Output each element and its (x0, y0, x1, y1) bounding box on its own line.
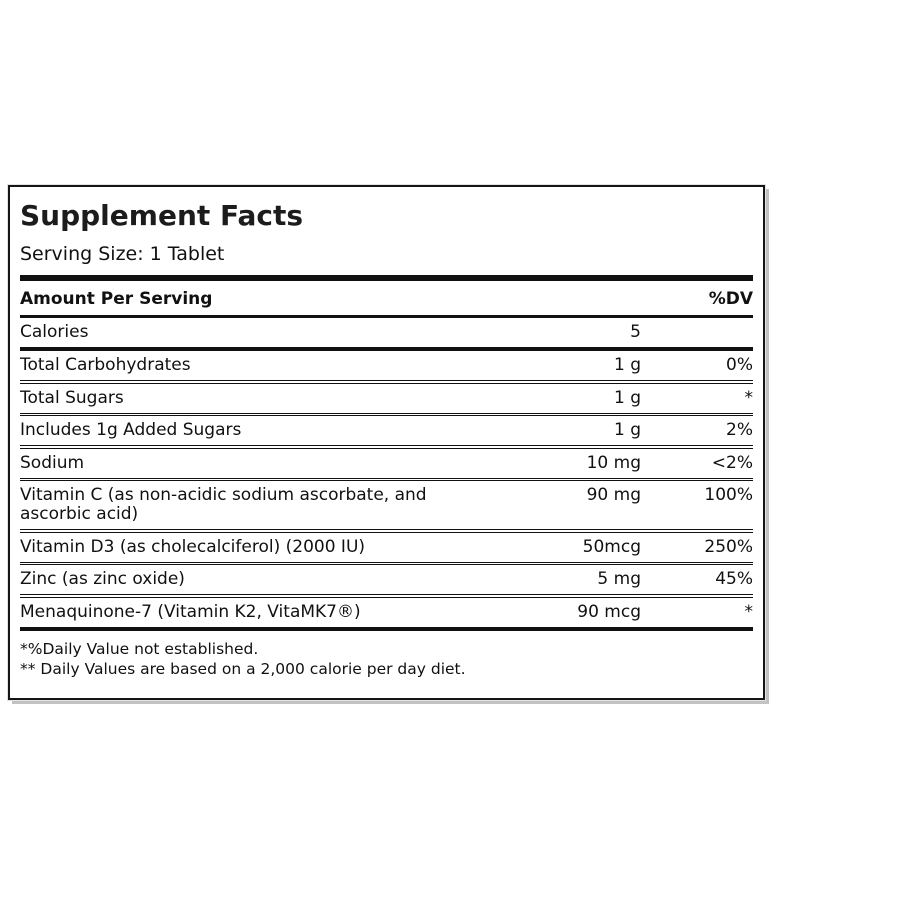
divider-double (20, 561, 753, 565)
nutrient-row-sodium: Sodium 10 mg <2% (20, 449, 753, 478)
nutrient-dv: 100% (704, 485, 753, 505)
divider-thick (20, 626, 753, 631)
nutrient-row-calories: Calories 5 (20, 318, 753, 347)
nutrient-dv: 45% (715, 569, 753, 589)
panel-title: Supplement Facts (20, 199, 304, 232)
divider-medium (20, 315, 753, 318)
nutrient-row-vitamin-d3: Vitamin D3 (as cholecalciferol) (2000 IU… (20, 533, 753, 562)
nutrient-name: Calories (20, 322, 89, 342)
nutrient-name: Total Carbohydrates (20, 355, 191, 375)
nutrient-dv: <2% (711, 452, 753, 473)
nutrient-name: Zinc (as zinc oxide) (20, 569, 185, 589)
divider-double (20, 445, 753, 449)
nutrient-row-vitamin-c: Vitamin C (as non-acidic sodium ascorbat… (20, 481, 753, 529)
nutrient-name: Sodium (20, 452, 85, 473)
nutrient-dv: 0% (726, 355, 753, 375)
column-header-row: Amount Per Serving %DV (20, 281, 753, 315)
nutrient-row-zinc: Zinc (as zinc oxide) 5 mg 45% (20, 565, 753, 594)
divider-heavy (20, 275, 753, 281)
divider-double (20, 412, 753, 416)
nutrient-amount: 1 g (613, 387, 641, 408)
nutrient-dv: * (744, 601, 754, 622)
divider-double (20, 529, 753, 533)
divider-double (20, 477, 753, 481)
divider-thick (20, 347, 753, 351)
nutrient-name: Menaquinone-7 (Vitamin K2, VitaMK7®) (20, 601, 361, 622)
nutrient-name: Includes 1g Added Sugars (20, 420, 242, 440)
nutrient-amount: 90 mcg (577, 601, 641, 622)
nutrient-name: Vitamin C (as non-acidic sodium ascorbat… (20, 485, 427, 524)
nutrient-amount: 1 g (613, 420, 641, 440)
nutrient-amount: 5 mg (597, 569, 641, 589)
footnotes: *%Daily Value not established. ** Daily … (20, 631, 753, 690)
nutrient-row-total-sugars: Total Sugars 1 g * (20, 384, 753, 413)
nutrient-name: Vitamin D3 (as cholecalciferol) (2000 IU… (20, 536, 366, 557)
footnote-dv-not-established: *%Daily Value not established. (20, 639, 259, 658)
divider-double (20, 594, 753, 598)
supplement-facts-panel: Supplement Facts Serving Size: 1 Tablet … (7, 184, 766, 701)
nutrient-amount: 1 g (613, 355, 641, 375)
nutrient-dv: * (744, 387, 754, 408)
serving-size-text: Serving Size: 1 Tablet (20, 243, 225, 265)
nutrient-amount: 5 (630, 322, 641, 342)
nutrient-row-added-sugars: Includes 1g Added Sugars 1 g 2% (20, 416, 753, 445)
footnote-daily-values-basis: ** Daily Values are based on a 2,000 cal… (20, 660, 466, 678)
nutrient-row-menaquinone-7: Menaquinone-7 (Vitamin K2, VitaMK7®) 90 … (20, 598, 753, 627)
nutrient-name: Total Sugars (20, 387, 124, 408)
nutrient-amount: 50mcg (582, 536, 641, 557)
nutrient-dv: 2% (726, 420, 753, 440)
nutrient-amount: 90 mg (586, 485, 641, 505)
amount-per-serving-header: Amount Per Serving (20, 289, 213, 309)
divider-double (20, 380, 753, 384)
nutrient-amount: 10 mg (586, 452, 641, 473)
nutrient-dv: 250% (704, 536, 753, 557)
percent-dv-header: %DV (708, 289, 753, 309)
nutrient-row-total-carbohydrates: Total Carbohydrates 1 g 0% (20, 351, 753, 380)
